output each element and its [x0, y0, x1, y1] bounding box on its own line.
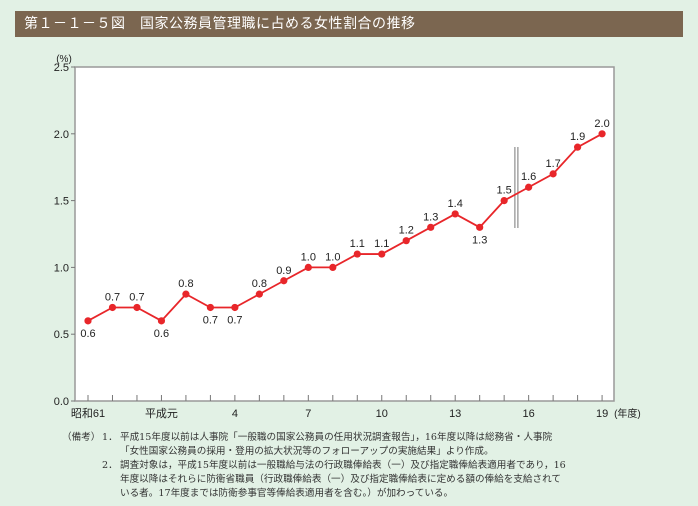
data-label: 2.0	[594, 118, 609, 130]
data-point	[427, 223, 435, 231]
line-chart: 0.0 0.5 1.0 1.5 2.0 2.5(%) 昭和61 平成元 4 7 10 13 16 19 (年…	[54, 54, 641, 420]
data-label: 1.1	[350, 238, 365, 250]
data-point	[402, 237, 410, 245]
data-label: 1.5	[497, 185, 512, 197]
data-point	[84, 317, 92, 325]
data-point	[353, 250, 361, 258]
data-point	[255, 290, 263, 298]
notes: （備考） 1． 平成15年度以前は人事院「一般職の国家公務員の任用状況調査報告」…	[62, 431, 570, 501]
x-tick-label: 昭和61	[71, 407, 105, 420]
data-label: 1.1	[374, 238, 389, 250]
data-point	[500, 197, 508, 205]
data-label: 1.3	[423, 211, 438, 223]
data-point	[598, 130, 606, 138]
data-point	[549, 170, 557, 178]
data-point	[451, 210, 459, 218]
data-label: 0.9	[276, 265, 291, 277]
data-label: 0.8	[178, 278, 193, 290]
data-point	[182, 290, 190, 298]
figure-title: 第１－１－５図 国家公務員管理職に占める女性割合の推移	[15, 11, 683, 37]
x-tick-label: 平成元	[145, 407, 178, 420]
data-point	[574, 143, 582, 151]
data-label: 0.8	[252, 278, 267, 290]
data-label: 1.6	[521, 171, 536, 183]
data-label: 1.0	[325, 251, 340, 263]
y-axis-unit: (%)	[56, 54, 72, 65]
data-label: 1.9	[570, 131, 585, 143]
data-point	[280, 277, 288, 285]
data-point	[157, 317, 166, 325]
data-point	[231, 303, 239, 312]
data-label: 0.7	[105, 291, 120, 303]
data-point	[304, 263, 312, 271]
data-label: 0.6	[80, 328, 95, 340]
note-text: 平成15年度以前は人事院「一般職の国家公務員の任用状況調査報告」，16年度以降は…	[120, 432, 553, 457]
data-point	[525, 183, 533, 191]
y-tick-label: 2.0	[54, 129, 69, 141]
y-tick-label: 0.0	[54, 396, 69, 408]
data-label: 0.7	[129, 291, 144, 303]
data-point	[329, 263, 337, 271]
data-label: 1.4	[448, 198, 463, 210]
data-label: 0.7	[203, 314, 218, 326]
notes-head: （備考）	[62, 432, 101, 443]
x-tick-label: 16	[523, 408, 535, 420]
y-tick-label: 1.0	[54, 262, 69, 274]
data-point	[476, 223, 484, 231]
plot-area	[74, 66, 615, 402]
y-tick-label: 2.5	[54, 62, 69, 74]
data-label: 1.7	[545, 158, 560, 170]
data-point	[206, 303, 214, 312]
data-point	[133, 303, 141, 312]
data-label: 1.3	[472, 234, 487, 246]
note-number: 2．	[102, 460, 118, 471]
x-axis-unit: (年度)	[614, 407, 641, 420]
x-tick-label: 10	[376, 408, 388, 420]
note-number: 1．	[102, 432, 118, 443]
data-label: 1.2	[399, 225, 414, 237]
y-tick-label: 0.5	[54, 329, 69, 341]
y-tick-label: 1.5	[54, 196, 69, 208]
data-label: 1.0	[301, 251, 316, 263]
x-tick-label: 19	[596, 408, 608, 420]
series-line	[87, 133, 603, 322]
x-tick-label: 4	[232, 408, 238, 420]
data-label: 0.7	[227, 314, 242, 326]
x-tick-label: 7	[305, 408, 311, 420]
data-label: 0.6	[154, 328, 169, 340]
note-text: 調査対象は，平成15年度以前は一般職給与法の行政職俸給表（一）及び指定職俸給表適…	[120, 460, 566, 499]
x-tick-label: 13	[449, 408, 461, 420]
data-point	[108, 303, 117, 312]
data-point	[378, 250, 386, 258]
